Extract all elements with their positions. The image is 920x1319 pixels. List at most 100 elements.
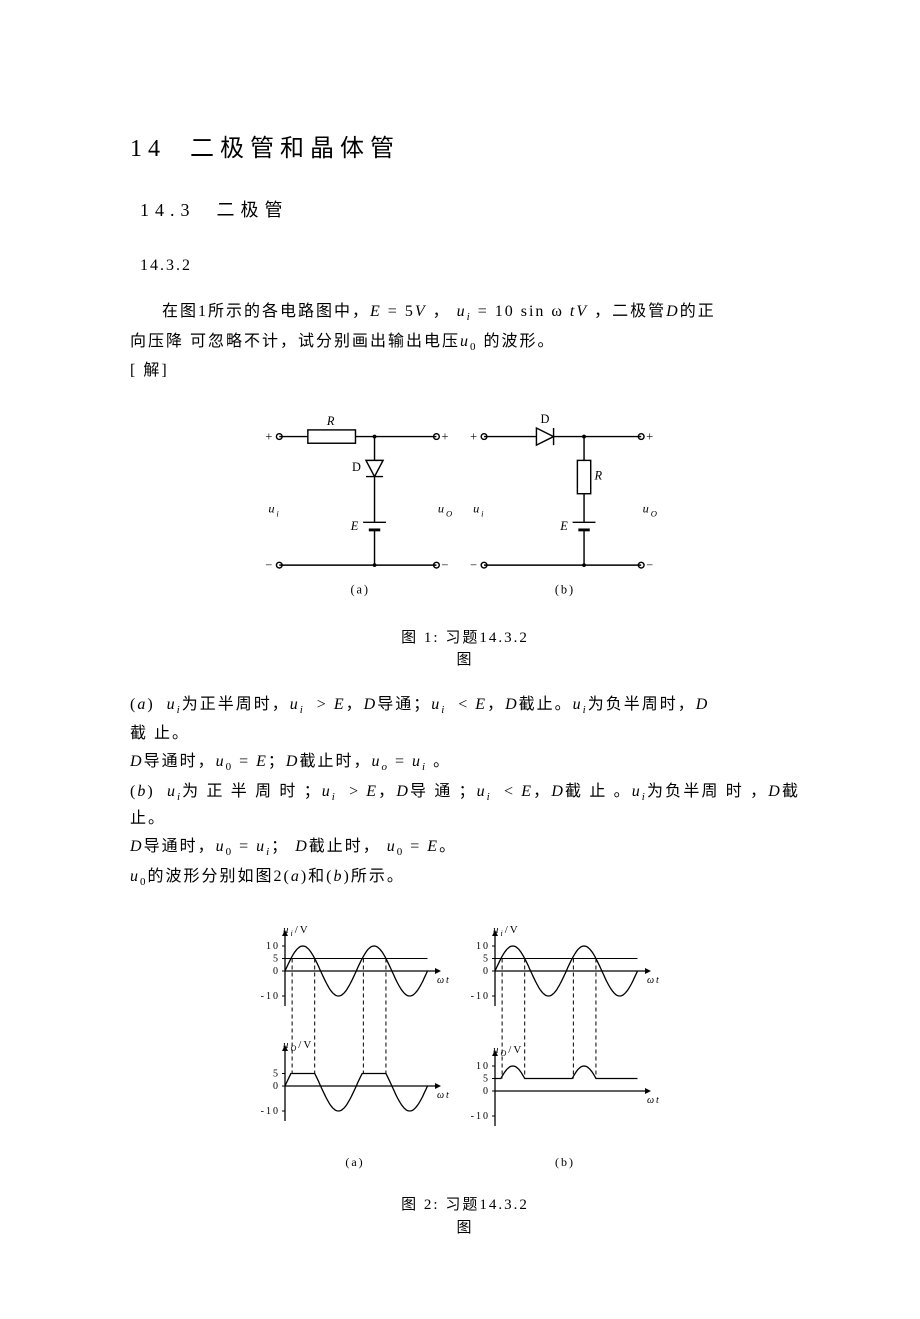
t: 截止。 [519, 696, 573, 713]
text: 在图1所示的各电路图中， [162, 303, 370, 320]
svg-text:R: R [594, 468, 604, 482]
svg-text:+: + [442, 429, 451, 443]
problem-text-line1: 在图1所示的各电路图中，E = 5V ， ui = 10 sin ω tV ，二… [130, 299, 800, 327]
svg-text:5: 5 [483, 953, 490, 964]
analysis-b-line1: (b) ui为 正 半 周 时 ；ui > E，D导 通 ；ui < E，D截 … [130, 779, 800, 832]
svg-text:-10: -10 [471, 1111, 490, 1122]
text: 向压降 可忽略不计，试分别画出输出电压 [130, 333, 460, 350]
s: i [300, 704, 305, 716]
svg-text:E: E [350, 519, 360, 533]
sub-0: 0 [470, 341, 478, 353]
v: u [167, 696, 177, 713]
t: = [389, 753, 412, 770]
v: E [427, 838, 439, 855]
svg-text:(b): (b) [555, 1155, 575, 1169]
t: 导通时， [144, 838, 216, 855]
svg-text:R: R [326, 414, 336, 428]
figure-2-caption: 图 2: 习题14.3.2 图 [130, 1194, 800, 1239]
v: u [216, 838, 226, 855]
svg-text:uO: uO [438, 502, 454, 519]
v: E [475, 696, 487, 713]
section-title: 14.3 二极管 [140, 196, 800, 225]
v: u [290, 696, 300, 713]
text: = 5 [382, 303, 415, 320]
text: = 10 sin ω [472, 303, 570, 320]
text: ，二极管 [588, 303, 666, 320]
section-name: 二极管 [217, 200, 289, 220]
t: 导 通 ； [410, 783, 477, 800]
svg-text:5: 5 [273, 1068, 280, 1079]
svg-text:uO: uO [643, 502, 659, 519]
svg-text:ui: ui [268, 502, 280, 519]
svg-text:ui/V: ui/V [283, 924, 310, 938]
text: 的正 [680, 303, 716, 320]
s: i [441, 704, 446, 716]
t: ； [271, 838, 289, 855]
svg-text:ui: ui [473, 502, 485, 519]
svg-text:10: 10 [266, 941, 280, 952]
analysis-last: u0的波形分别如图2(a)和(b)所示。 [130, 864, 800, 892]
t: < [452, 696, 475, 713]
svg-text:D: D [541, 412, 552, 426]
t: 为负半周 时 ， [647, 783, 768, 800]
problem-text-line2: 向压降 可忽略不计，试分别画出输出电压u0 的波形。 [130, 329, 800, 357]
svg-text:uO/V: uO/V [283, 1039, 313, 1053]
analysis-a-line2: D导通时，u0 = E；D截止时，uo = ui 。 [130, 749, 800, 777]
v: u [216, 753, 226, 770]
svg-text:ωt: ωt [437, 975, 451, 986]
s: 0 [226, 761, 234, 773]
t: 为正半周时， [182, 696, 290, 713]
svg-text:(a): (a) [351, 583, 370, 597]
var-ui: u [457, 303, 467, 320]
t: 。 [427, 753, 451, 770]
t: = [233, 838, 256, 855]
solution-label: [ 解] [130, 358, 800, 384]
v: u [167, 783, 177, 800]
var-u0: u [460, 333, 470, 350]
chapter-num: 14 [130, 136, 166, 162]
svg-text:ωt: ωt [437, 1090, 451, 1101]
svg-text:-10: -10 [261, 991, 280, 1002]
var-V2: V [576, 303, 588, 320]
t: > [343, 783, 366, 800]
svg-text:E: E [559, 519, 569, 533]
svg-text:0: 0 [483, 966, 490, 977]
svg-text:0: 0 [273, 966, 280, 977]
svg-text:+: + [265, 429, 274, 443]
circuit-diagram: ++−−uiuORDE(a)++−−uiuODRE(b) [250, 408, 680, 608]
s: i [332, 791, 337, 803]
label-a: a [137, 696, 147, 713]
analysis-a-line1: (a) ui为正半周时，ui > E，D导通；ui < E，D截止。ui为负半周… [130, 692, 800, 720]
var-V: V [415, 303, 427, 320]
v: u [322, 783, 332, 800]
figure-1-caption: 图 1: 习题14.3.2 图 [130, 627, 800, 672]
v: D [130, 838, 144, 855]
t: 截止时， [309, 838, 381, 855]
figure-2: ui/Vωt1050-10uO/Vωt50-10(a)ui/Vωt1050-10… [130, 916, 800, 1240]
svg-text:+: + [470, 429, 479, 443]
caption-text: 图 2: 习题14.3.2 [401, 1197, 529, 1213]
svg-text:10: 10 [476, 941, 490, 952]
v: E [366, 783, 378, 800]
t: 为 正 半 周 时 ； [182, 783, 322, 800]
v: D [396, 783, 410, 800]
svg-text:−: − [442, 558, 451, 572]
s: 0 [226, 846, 234, 858]
svg-text:+: + [646, 429, 655, 443]
v: a [291, 868, 301, 885]
v: u [256, 838, 266, 855]
analysis-a-line1b: 截 止。 [130, 721, 800, 747]
v: D [130, 753, 144, 770]
svg-text:ui/V: ui/V [493, 924, 520, 938]
v: u [477, 783, 487, 800]
v: u [632, 783, 642, 800]
text: ， [427, 303, 457, 320]
t: )和( [301, 868, 334, 885]
t: 为负半周时， [588, 696, 696, 713]
t: < [498, 783, 521, 800]
v: E [256, 753, 268, 770]
v: u [412, 753, 422, 770]
svg-text:ωt: ωt [647, 975, 661, 986]
svg-text:−: − [646, 558, 655, 572]
v: D [286, 753, 300, 770]
